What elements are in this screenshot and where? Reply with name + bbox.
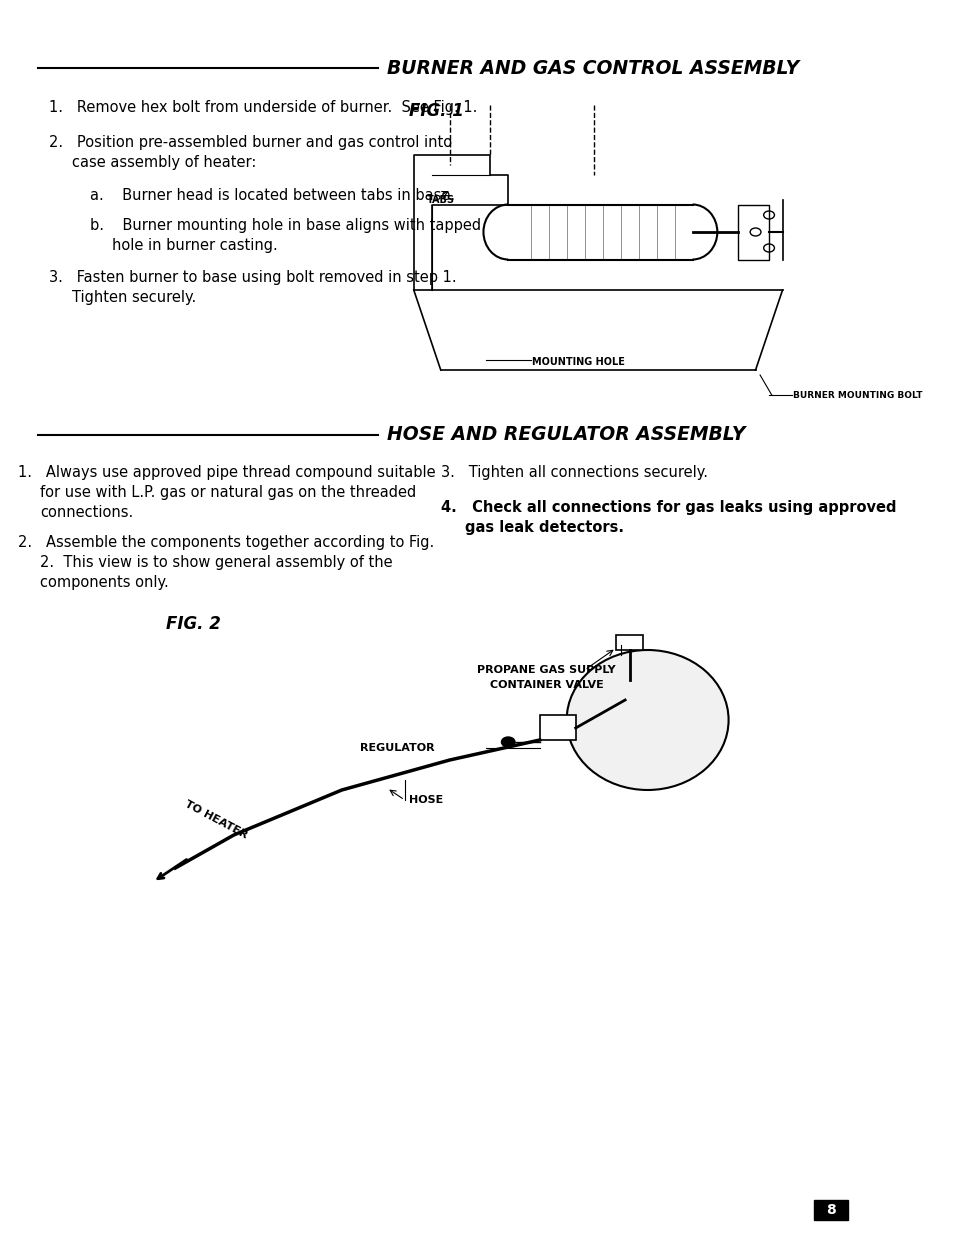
- Text: FIG. 1: FIG. 1: [409, 103, 464, 120]
- Ellipse shape: [501, 737, 515, 747]
- Bar: [737, 205, 768, 261]
- Text: 1.   Remove hex bolt from underside of burner.  See Fig. 1.: 1. Remove hex bolt from underside of bur…: [50, 100, 477, 115]
- Text: connections.: connections.: [40, 505, 133, 520]
- Text: 3.   Fasten burner to base using bolt removed in step 1.: 3. Fasten burner to base using bolt remo…: [50, 270, 456, 285]
- Text: REGULATOR: REGULATOR: [359, 743, 434, 753]
- Text: CONTAINER VALVE: CONTAINER VALVE: [490, 680, 603, 690]
- Text: 3.   Tighten all connections securely.: 3. Tighten all connections securely.: [440, 466, 707, 480]
- Text: hole in burner casting.: hole in burner casting.: [112, 238, 278, 253]
- Text: TO HEATER: TO HEATER: [183, 799, 249, 841]
- Bar: [813, 1200, 847, 1220]
- Text: a.    Burner head is located between tabs in base.: a. Burner head is located between tabs i…: [90, 188, 455, 203]
- Text: 2.  This view is to show general assembly of the: 2. This view is to show general assembly…: [40, 555, 393, 571]
- Text: 1.   Always use approved pipe thread compound suitable: 1. Always use approved pipe thread compo…: [18, 466, 436, 480]
- Text: gas leak detectors.: gas leak detectors.: [464, 520, 623, 535]
- Text: 2.   Assemble the components together according to Fig.: 2. Assemble the components together acco…: [18, 535, 434, 550]
- Text: 8: 8: [825, 1203, 835, 1216]
- Text: case assembly of heater:: case assembly of heater:: [71, 156, 256, 170]
- Text: Tighten securely.: Tighten securely.: [71, 290, 196, 305]
- Text: BURNER AND GAS CONTROL ASSEMBLY: BURNER AND GAS CONTROL ASSEMBLY: [386, 58, 799, 78]
- Ellipse shape: [566, 650, 728, 790]
- Text: HOSE: HOSE: [409, 795, 443, 805]
- Text: HOSE AND REGULATOR ASSEMBLY: HOSE AND REGULATOR ASSEMBLY: [386, 426, 744, 445]
- Text: FIG. 2: FIG. 2: [166, 615, 221, 634]
- Bar: [539, 715, 575, 740]
- Text: 2.   Position pre-assembled burner and gas control into: 2. Position pre-assembled burner and gas…: [50, 135, 452, 149]
- Text: MOUNTING HOLE: MOUNTING HOLE: [532, 357, 625, 367]
- Text: for use with L.P. gas or natural gas on the threaded: for use with L.P. gas or natural gas on …: [40, 485, 416, 500]
- Text: BURNER MOUNTING BOLT: BURNER MOUNTING BOLT: [793, 390, 922, 399]
- Text: 4.   Check all connections for gas leaks using approved: 4. Check all connections for gas leaks u…: [440, 500, 895, 515]
- Text: TABS: TABS: [426, 195, 455, 205]
- Text: PROPANE GAS SUPPLY: PROPANE GAS SUPPLY: [476, 664, 615, 676]
- Text: components only.: components only.: [40, 576, 169, 590]
- Text: b.    Burner mounting hole in base aligns with tapped: b. Burner mounting hole in base aligns w…: [90, 219, 480, 233]
- Bar: [616, 635, 642, 650]
